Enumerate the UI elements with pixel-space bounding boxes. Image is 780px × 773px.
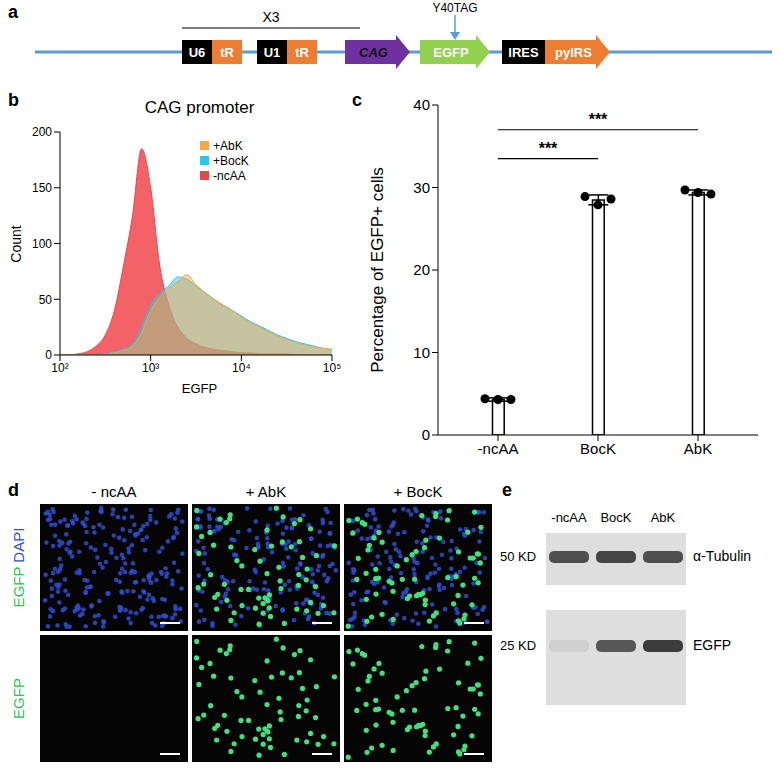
html-text:+AbK: +AbK xyxy=(213,138,243,153)
svg-text:a: a xyxy=(8,2,19,22)
svg-text:X3: X3 xyxy=(262,9,279,25)
svg-text:10³: 10³ xyxy=(142,361,159,375)
svg-text:200: 200 xyxy=(32,125,52,139)
svg-text:50: 50 xyxy=(39,293,53,307)
svg-text:CAG: CAG xyxy=(359,45,388,60)
svg-text:BocK: BocK xyxy=(600,510,631,525)
html-text:Count: Count xyxy=(8,224,24,263)
svg-text:10: 10 xyxy=(413,344,430,361)
html-text:c: c xyxy=(352,90,362,110)
svg-text:20: 20 xyxy=(413,261,430,278)
svg-text:α-Tubulin: α-Tubulin xyxy=(693,548,751,564)
svg-text:tR: tR xyxy=(295,45,309,60)
svg-text:***: *** xyxy=(589,111,608,128)
svg-text:pylRS: pylRS xyxy=(555,45,592,60)
svg-text:tR: tR xyxy=(220,45,234,60)
svg-text:100: 100 xyxy=(32,237,52,251)
svg-text:AbK: AbK xyxy=(651,510,676,525)
svg-text:25 KD: 25 KD xyxy=(500,638,536,653)
html-text:+BocK: +BocK xyxy=(213,153,249,168)
html-text:EGFP: EGFP xyxy=(181,381,218,396)
svg-text:BocK: BocK xyxy=(580,440,616,457)
svg-text:IRES: IRES xyxy=(508,45,539,60)
svg-text:150: 150 xyxy=(32,181,52,195)
svg-text:10⁵: 10⁵ xyxy=(323,361,341,375)
svg-text:40: 40 xyxy=(413,96,430,113)
svg-text:0: 0 xyxy=(45,348,52,362)
html-text:CAG promoter: CAG promoter xyxy=(144,98,255,117)
svg-text:30: 30 xyxy=(413,179,430,196)
html-text:b: b xyxy=(8,90,19,110)
svg-text:- ncAA: - ncAA xyxy=(91,483,136,500)
svg-text:EGFP DAPI: EGFP DAPI xyxy=(10,528,27,608)
svg-text:Y40TAG: Y40TAG xyxy=(432,1,477,15)
svg-text:U1: U1 xyxy=(264,45,281,60)
svg-text:EGFP: EGFP xyxy=(433,45,469,60)
svg-text:0: 0 xyxy=(422,426,430,443)
svg-text:-ncAA: -ncAA xyxy=(478,440,519,457)
svg-text:+ BocK: + BocK xyxy=(394,483,443,500)
svg-text:***: *** xyxy=(539,140,558,157)
html-text:Percentage of EGFP+ cells: Percentage of EGFP+ cells xyxy=(368,167,387,373)
svg-text:50 KD: 50 KD xyxy=(500,549,536,564)
svg-text:e: e xyxy=(502,480,512,500)
svg-text:EGFP: EGFP xyxy=(10,678,27,719)
svg-text:EGFP: EGFP xyxy=(693,637,731,653)
svg-text:-ncAA: -ncAA xyxy=(551,510,587,525)
svg-text:10²: 10² xyxy=(51,361,68,375)
svg-text:+ AbK: + AbK xyxy=(246,483,286,500)
svg-text:d: d xyxy=(8,480,19,500)
svg-text:AbK: AbK xyxy=(684,440,712,457)
svg-text:10⁴: 10⁴ xyxy=(232,361,251,375)
html-text:-ncAA: -ncAA xyxy=(213,168,246,183)
svg-text:U6: U6 xyxy=(189,45,206,60)
